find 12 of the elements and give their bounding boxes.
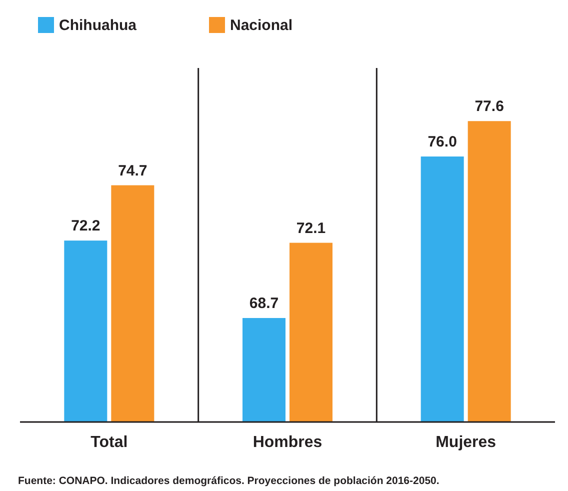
data-label: 76.0 (428, 134, 457, 150)
data-label: 68.7 (249, 295, 279, 312)
data-label: 72.1 (296, 220, 326, 237)
data-label: 72.2 (71, 218, 100, 235)
legend-label: Chihuahua (59, 17, 138, 34)
legend-label: Nacional (230, 17, 293, 34)
data-label: 77.6 (474, 98, 504, 116)
x-tick-label: Total (90, 434, 128, 451)
x-tick-label: Hombres (252, 434, 322, 451)
data-label: 74.7 (118, 162, 148, 180)
x-tick-label: Mujeres (436, 434, 496, 451)
source-note: Fuente: CONAPO. Indicadores demográficos. Proyecciones de población 2016-2050. (18, 475, 440, 487)
